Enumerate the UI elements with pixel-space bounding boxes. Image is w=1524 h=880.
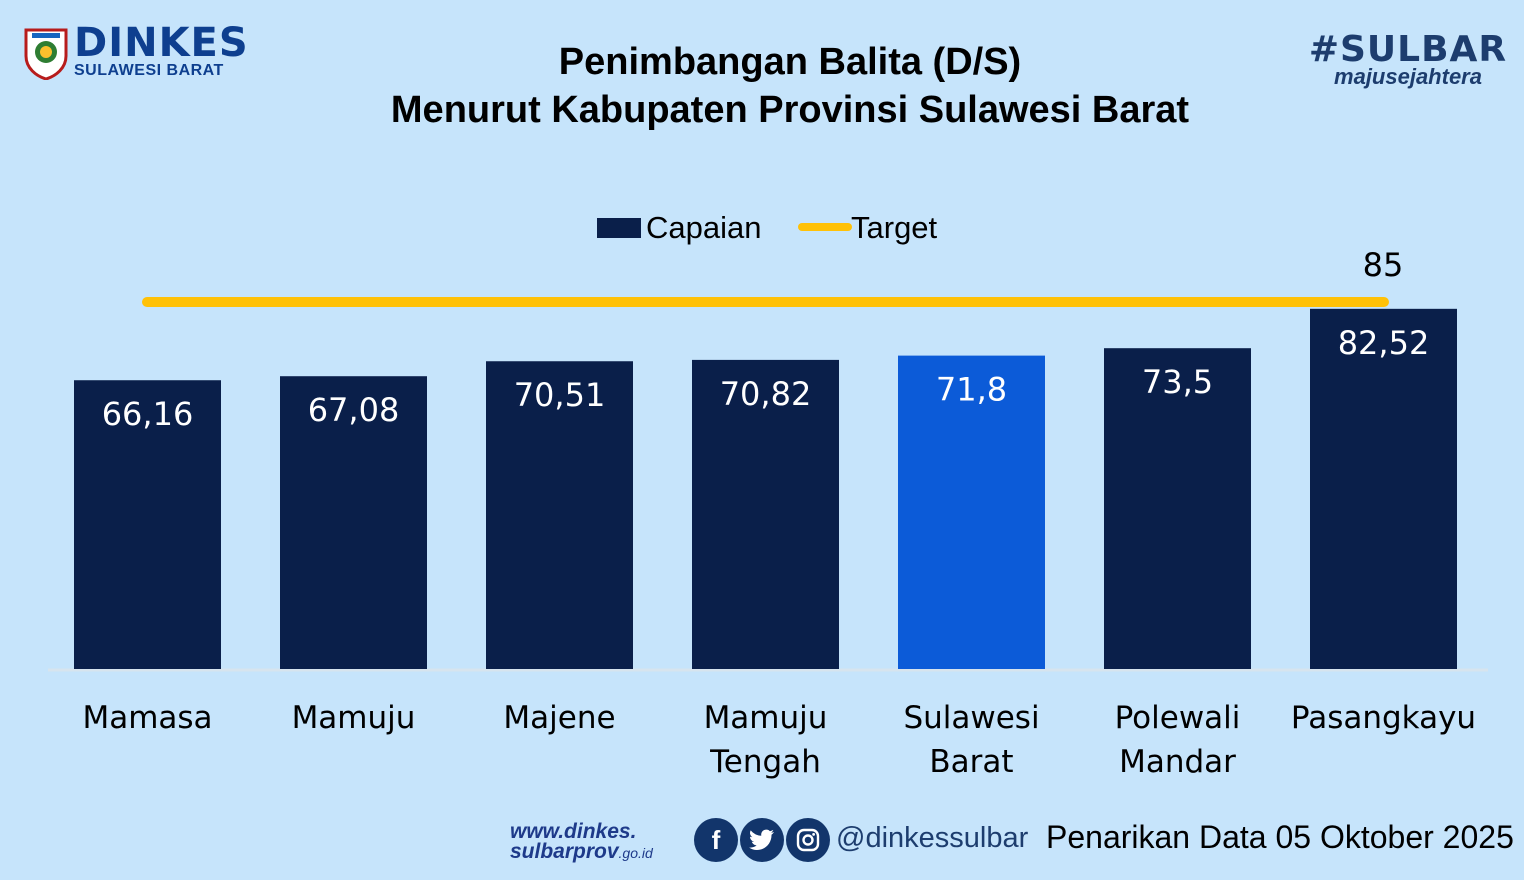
bar-5 [1104, 348, 1251, 669]
bar-4 [898, 355, 1045, 669]
bar-chart: Capaian Target 66,16 Mamasa 67,08 Mamuju 70,51… [48, 210, 1488, 780]
website-line-1: www.dinkes. [510, 820, 637, 843]
motto: majusejahtera [1334, 64, 1482, 89]
emblem-icon [24, 28, 68, 80]
category-label-4-1: Barat [929, 744, 1013, 780]
facebook-icon[interactable]: f [694, 818, 738, 862]
category-label-5-0: Polewali [1115, 700, 1241, 736]
title-line-1: Penimbangan Balita (D/S) [558, 41, 1022, 83]
bar-6 [1310, 308, 1457, 669]
twitter-icon[interactable] [740, 818, 784, 862]
category-label-4-0: Sulawesi [903, 700, 1039, 736]
logo-brand: DINKES [74, 20, 249, 66]
legend-swatch-capaian [597, 218, 641, 238]
category-label-5-1: Mandar [1119, 744, 1236, 780]
category-label-0-0: Mamasa [82, 700, 212, 736]
website-line-2: sulbarprov.go.id [510, 840, 653, 863]
website-logo: www.dinkes. sulbarprov.go.id [510, 820, 680, 872]
bar-value-label-5: 73,5 [1142, 363, 1213, 401]
logo-subtitle: SULAWESI BARAT [74, 62, 224, 79]
instagram-icon[interactable] [786, 818, 830, 862]
bar-value-label-2: 70,51 [514, 376, 606, 414]
legend-label-capaian: Capaian [646, 210, 761, 245]
category-label-2-0: Majene [503, 700, 615, 736]
bar-3 [692, 359, 839, 669]
bar-value-label-4: 71,8 [936, 371, 1007, 409]
dinkes-logo: DINKES SULAWESI BARAT [22, 20, 248, 82]
category-label-1-0: Mamuju [292, 700, 416, 736]
target-value-label: 85 [1363, 246, 1404, 284]
social-icons: f [694, 818, 830, 862]
bar-0 [74, 380, 221, 669]
bar-value-label-3: 70,82 [720, 375, 812, 413]
data-date-note: Penarikan Data 05 Oktober 2025 [1046, 819, 1514, 855]
bar-value-label-6: 82,52 [1338, 324, 1430, 362]
category-label-3-1: Tengah [709, 744, 821, 780]
title-line-2: Menurut Kabupaten Provinsi Sulawesi Bara… [390, 89, 1190, 131]
bar-2 [486, 361, 633, 669]
bar-value-label-1: 67,08 [308, 391, 400, 429]
campaign-tag: #SULBAR majusejahtera [1308, 32, 1508, 88]
chart-title: Penimbangan Balita (D/S) Menurut Kabupat… [300, 38, 1280, 134]
social-handle[interactable]: @dinkessulbar [836, 822, 1029, 854]
legend-label-target: Target [851, 210, 938, 245]
hashtag: #SULBAR [1308, 29, 1508, 70]
bar-1 [280, 376, 427, 669]
category-label-3-0: Mamuju [704, 700, 828, 736]
category-label-6-0: Pasangkayu [1291, 700, 1476, 736]
bar-value-label-0: 66,16 [102, 395, 194, 433]
